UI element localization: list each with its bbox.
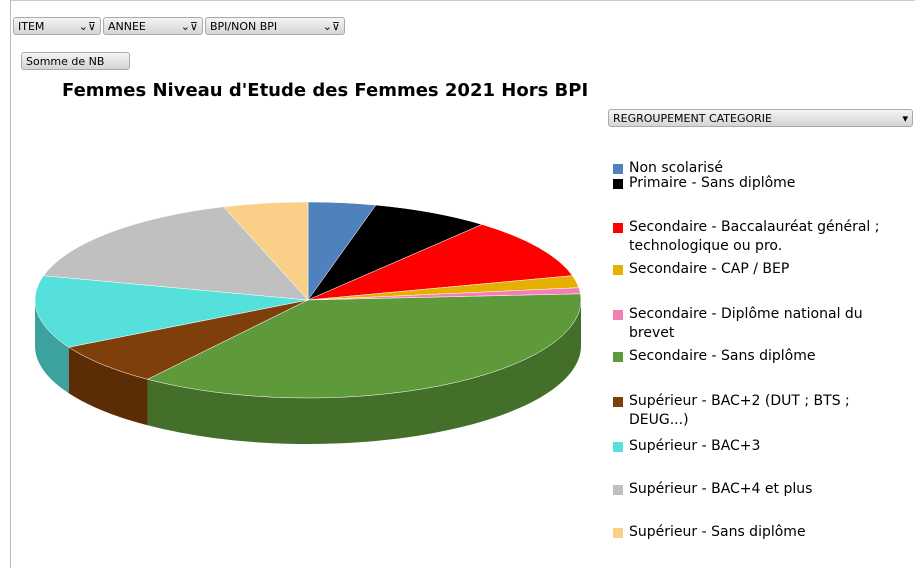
- pie-chart: [34, 201, 582, 444]
- legend-label: Non scolarisé: [629, 160, 723, 176]
- pie-slice-side: [147, 300, 582, 444]
- chart-title: Femmes Niveau d'Etude des Femmes 2021 Ho…: [62, 80, 589, 101]
- legend-item: Secondaire - CAP / BEP: [613, 260, 908, 279]
- legend-label: Secondaire - Baccalauréat général ; tech…: [629, 219, 880, 254]
- legend-label: Secondaire - Diplôme national du brevet: [629, 306, 863, 341]
- pie-slice: [34, 275, 309, 348]
- legend-label: Secondaire - CAP / BEP: [629, 261, 790, 277]
- pie-slice: [223, 201, 309, 301]
- legend-swatch: [613, 310, 623, 320]
- legend-swatch: [613, 397, 623, 407]
- legend-item: Secondaire - Sans diplôme: [613, 347, 908, 366]
- legend-field-button[interactable]: REGROUPEMENT CATEGORIE ▾: [608, 109, 913, 127]
- frame: [10, 0, 915, 568]
- legend-item: Non scolarisé: [613, 159, 908, 178]
- filter-button[interactable]: ITEM ⌄⊽: [13, 17, 101, 35]
- legend-item: Supérieur - BAC+4 et plus: [613, 480, 908, 499]
- legend-swatch: [613, 223, 623, 233]
- pie-slice: [43, 206, 309, 301]
- pie-slice-side: [35, 300, 69, 394]
- pie-slice: [146, 293, 582, 399]
- legend-label: Supérieur - Sans diplôme: [629, 524, 806, 540]
- pie-slice-side: [68, 347, 148, 426]
- legend-item: Secondaire - Diplôme national du brevet: [613, 305, 908, 343]
- legend-label: Secondaire - Sans diplôme: [629, 348, 816, 364]
- legend-swatch: [613, 265, 623, 275]
- legend-label: Supérieur - BAC+2 (DUT ; BTS ; DEUG...): [629, 393, 850, 428]
- pie-slice: [307, 224, 573, 301]
- legend-item: Primaire - Sans diplôme: [613, 174, 908, 193]
- legend-item: Secondaire - Baccalauréat général ; tech…: [613, 218, 908, 256]
- legend-swatch: [613, 485, 623, 495]
- legend-swatch: [613, 164, 623, 174]
- filter-button[interactable]: BPI/NON BPI ⌄⊽: [205, 17, 345, 35]
- legend-item: Supérieur - BAC+3: [613, 437, 908, 456]
- pie-slice: [68, 299, 309, 380]
- legend-label: Supérieur - BAC+4 et plus: [629, 481, 813, 497]
- legend-item: Supérieur - BAC+2 (DUT ; BTS ; DEUG...): [613, 392, 908, 430]
- legend-label: Primaire - Sans diplôme: [629, 175, 796, 191]
- legend-item: Supérieur - Sans diplôme: [613, 523, 908, 542]
- value-field-button[interactable]: Somme de NB: [21, 52, 130, 70]
- legend-swatch: [613, 179, 623, 189]
- legend-label: Supérieur - BAC+3: [629, 438, 761, 454]
- legend-swatch: [613, 442, 623, 452]
- legend-swatch: [613, 352, 623, 362]
- legend-swatch: [613, 528, 623, 538]
- pie-slice: [307, 204, 483, 301]
- filter-button[interactable]: ANNEE ⌄⊽: [103, 17, 203, 35]
